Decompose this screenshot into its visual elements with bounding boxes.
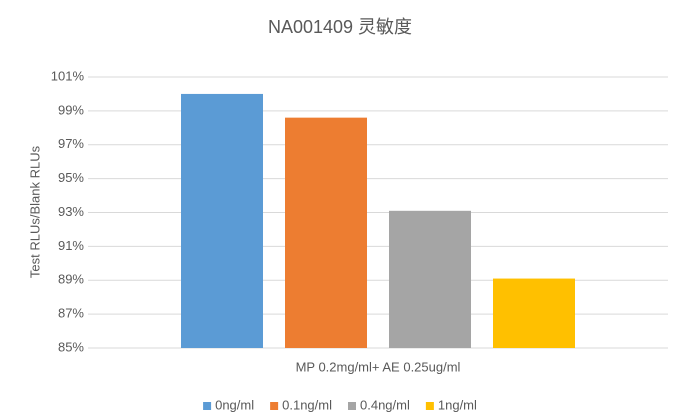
chart-title: NA001409 灵敏度 — [268, 17, 412, 37]
legend-label: 0ng/ml — [215, 397, 254, 412]
legend-swatch — [348, 402, 356, 410]
y-tick-label: 101% — [51, 68, 85, 83]
y-tick-label: 97% — [58, 136, 84, 151]
y-axis-label: Test RLUs/Blank RLUs — [27, 145, 42, 278]
y-tick-label: 99% — [58, 102, 84, 117]
legend-swatch — [270, 402, 279, 410]
bar — [285, 117, 367, 349]
y-tick-label: 85% — [58, 339, 84, 354]
y-tick-label: 91% — [58, 238, 84, 253]
legend-swatch — [203, 402, 212, 410]
bar — [181, 93, 263, 348]
legend-label: 0.4ng/ml — [360, 397, 410, 412]
y-tick-label: 87% — [58, 306, 84, 321]
y-tick-label: 89% — [58, 272, 84, 287]
x-tick-label: MP 0.2mg/ml+ AE 0.25ug/ml — [296, 359, 461, 374]
bar — [493, 278, 575, 348]
legend-label: 1ng/ml — [438, 397, 477, 412]
bar — [389, 210, 471, 348]
y-tick-label: 95% — [58, 170, 84, 185]
y-tick-label: 93% — [58, 204, 84, 219]
legend-label: 0.1ng/ml — [282, 397, 332, 412]
legend-swatch — [425, 402, 434, 410]
